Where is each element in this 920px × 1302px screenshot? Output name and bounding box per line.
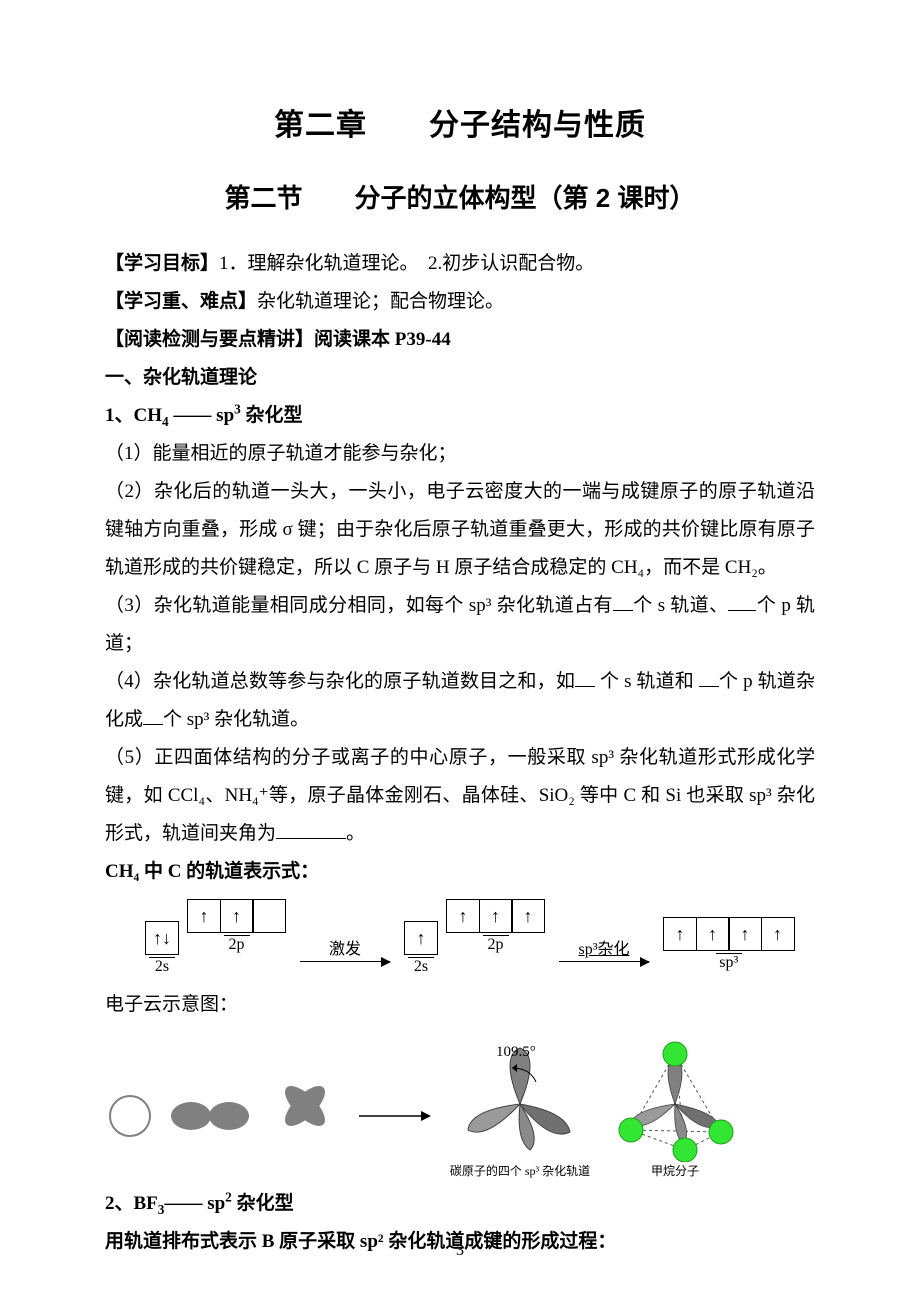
page-number: 3 xyxy=(0,1242,920,1260)
orb-box: ↑ xyxy=(728,917,762,951)
sp3-caption: 碳原子的四个 sp³ 杂化轨道 xyxy=(450,1162,590,1179)
orb-2s: ↑↓ 2s xyxy=(145,921,179,976)
ground-state: ↑↓ 2s ↑ ↑ 2p xyxy=(145,899,286,976)
keys-text: 杂化轨道理论；配合物理论。 xyxy=(257,291,504,312)
excite-arrow: 激发 xyxy=(300,935,390,962)
ecloud-caption: 电子云示意图： xyxy=(105,986,815,1024)
item1-suffix: 杂化型 xyxy=(241,405,303,426)
hybrid-label: sp³杂化 xyxy=(578,935,629,959)
methane-figure: 甲烷分子 xyxy=(605,1032,745,1179)
read: 【阅读检测与要点精讲】阅读课本 P39-44 xyxy=(105,321,815,359)
orb-2p-ex: ↑ ↑ ↑ 2p xyxy=(446,899,545,954)
p4: （4）杂化轨道总数等参与杂化的原子轨道数目之和，如 个 s 轨道和 个 p 轨道… xyxy=(105,663,815,739)
orb-2p: ↑ ↑ 2p xyxy=(187,899,286,954)
p4d: 个 sp³ 杂化轨道。 xyxy=(163,709,309,730)
orb-sp3: ↑ ↑ ↑ ↑ sp³ xyxy=(663,917,795,972)
blank xyxy=(613,591,633,611)
title: 第二章 分子结构与性质 xyxy=(105,100,815,144)
item1-prefix: 1、CH xyxy=(105,405,162,426)
p3a: （3）杂化轨道能量相同成分相同，如每个 sp³ 杂化轨道占有 xyxy=(105,595,613,616)
orb-label-2s: 2s xyxy=(408,957,434,976)
p5a: （5）正四面体结构的分子或离子的中心原子，一般采取 sp³ 杂化轨道形式形成化学… xyxy=(105,747,815,844)
hybrid-arrow: sp³杂化 xyxy=(559,935,649,962)
blank xyxy=(276,819,346,839)
orb-caption: CH₄ 中 C 的轨道表示式： xyxy=(105,853,815,891)
sp3-orbital-figure: 109.5° 碳原子的四个 sp³ 杂化轨道 xyxy=(445,1032,595,1179)
p1: （1）能量相近的原子轨道才能参与杂化； xyxy=(105,435,815,473)
item1: 1、CH4 —— sp3 杂化型 xyxy=(105,397,815,435)
methane-caption: 甲烷分子 xyxy=(651,1162,699,1179)
orb-box: ↑ xyxy=(220,899,254,933)
goals: 【学习目标】1．理解杂化轨道理论。 2.初步认识配合物。 xyxy=(105,245,815,283)
orb-box: ↑ xyxy=(187,899,221,933)
orb-box: ↑↓ xyxy=(145,921,179,955)
orb-box: ↑ xyxy=(404,921,438,955)
orb-label-sp3: sp³ xyxy=(716,953,742,972)
p3b: 个 s 轨道、 xyxy=(633,595,729,616)
orb-box: ↑ xyxy=(511,899,545,933)
p5b: 。 xyxy=(346,823,365,844)
orb-box: ↑ xyxy=(663,917,697,951)
excited-state: ↑ 2s ↑ ↑ ↑ 2p xyxy=(404,899,545,976)
ecloud-row: 109.5° 碳原子的四个 sp³ 杂化轨道 xyxy=(105,1032,815,1179)
svg-text:109.5°: 109.5° xyxy=(496,1044,536,1060)
methane-icon xyxy=(605,1032,745,1162)
goals-text: 1．理解杂化轨道理论。 2.初步认识配合物。 xyxy=(219,253,594,274)
blank xyxy=(575,667,595,687)
s-orbital-icon xyxy=(105,1071,155,1141)
keys: 【学习重、难点】杂化轨道理论；配合物理论。 xyxy=(105,283,815,321)
p5: （5）正四面体结构的分子或离子的中心原子，一般采取 sp³ 杂化轨道形式形成化学… xyxy=(105,739,815,853)
blank xyxy=(728,591,756,611)
excite-label: 激发 xyxy=(329,935,361,959)
orb-box: ↑ xyxy=(446,899,480,933)
blank xyxy=(143,705,163,725)
p2: （2）杂化后的轨道一头大，一头小，电子云密度大的一端与成键原子的原子轨道沿键轴方… xyxy=(105,473,815,587)
sec1-heading: 一、杂化轨道理论 xyxy=(105,359,815,397)
orb-box: ↑ xyxy=(479,899,513,933)
item1-mid: —— sp xyxy=(169,405,234,426)
item2-prefix: 2、BF xyxy=(105,1193,158,1214)
item2: 2、BF3—— sp2 杂化型 xyxy=(105,1185,815,1223)
orbital-diagram: ↑↓ 2s ↑ ↑ 2p 激发 ↑ 2 xyxy=(145,899,815,976)
p-orbital-x-icon xyxy=(265,1061,345,1151)
item2-suffix: 杂化型 xyxy=(232,1193,294,1214)
read-label: 【阅读检测与要点精讲】 xyxy=(105,329,314,350)
read-text: 阅读课本 P39-44 xyxy=(314,329,451,350)
subtitle: 第二节 分子的立体构型（第 2 课时） xyxy=(105,178,815,215)
arrow-icon xyxy=(355,1071,435,1141)
orb-label-2p: 2p xyxy=(483,935,509,954)
p4b: 个 s 轨道和 xyxy=(595,671,699,692)
p4a: （4）杂化轨道总数等参与杂化的原子轨道数目之和，如 xyxy=(105,671,575,692)
goals-label: 【学习目标】 xyxy=(105,253,219,274)
p3: （3）杂化轨道能量相同成分相同，如每个 sp³ 杂化轨道占有个 s 轨道、个 p… xyxy=(105,587,815,663)
orb-box xyxy=(252,899,286,933)
orb-box: ↑ xyxy=(696,917,730,951)
orb-label-2p: 2p xyxy=(224,935,250,954)
orb-2s-ex: ↑ 2s xyxy=(404,921,438,976)
page: 第二章 分子结构与性质 第二节 分子的立体构型（第 2 课时） 【学习目标】1．… xyxy=(0,0,920,1302)
p-orbital-icon xyxy=(165,1071,255,1141)
sp3-lobes-icon: 109.5° xyxy=(445,1032,595,1162)
keys-label: 【学习重、难点】 xyxy=(105,291,257,312)
orb-box: ↑ xyxy=(761,917,795,951)
blank xyxy=(699,667,719,687)
item2-mid: —— sp xyxy=(164,1193,225,1214)
orb-label-2s: 2s xyxy=(149,957,175,976)
